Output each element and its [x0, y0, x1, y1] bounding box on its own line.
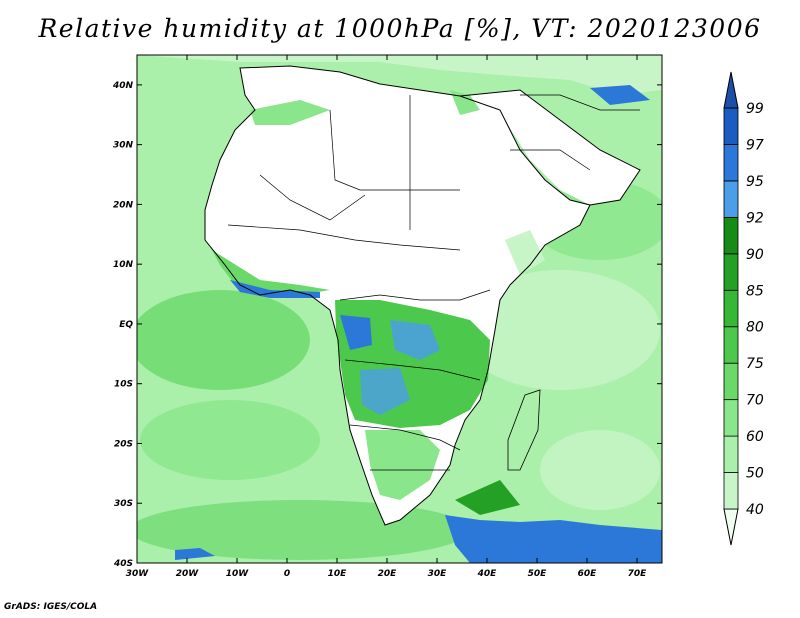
lat-tick-label: 30S [114, 499, 133, 509]
angola-saturated [360, 368, 410, 415]
colorbar-box [723, 144, 739, 182]
europe-strip [137, 55, 662, 95]
south-indian-dry-patch [540, 430, 660, 510]
lat-tick-label: 20N [113, 200, 134, 210]
south-atlantic-band [140, 400, 320, 480]
caspian-saturated [590, 85, 650, 105]
lon-tick-label: 30E [428, 569, 448, 579]
country-borders [227, 94, 640, 471]
colorbar-label: 97 [746, 137, 764, 153]
lat-tick-label: 10S [114, 380, 133, 390]
arabia-landmass [460, 90, 640, 205]
lon-tick-label: 40E [477, 569, 498, 579]
lon-tick-label: 0 [284, 569, 290, 579]
lon-tick-label: 70E [628, 569, 648, 579]
lat-tick-label: 10N [113, 260, 134, 270]
colorbar-label: 90 [746, 247, 764, 263]
lon-tick-label: 60E [578, 569, 598, 579]
colorbar-box [723, 289, 739, 328]
lon-tick-label: 20E [378, 569, 398, 579]
colorbar-box [723, 435, 739, 473]
colorbar-box [723, 326, 739, 364]
gabon-saturated [340, 315, 372, 350]
lon-tick-label: 50E [528, 569, 548, 579]
colorbar-box [723, 253, 739, 291]
congo-saturated [390, 320, 440, 360]
lon-tick-label: 10W [226, 569, 250, 579]
latitude-axis: 40N 30N 20N 10N EQ 10S 20S 30S 40S [112, 81, 662, 569]
colorbar-label: 92 [746, 210, 764, 226]
colorbar-label: 99 [746, 101, 764, 117]
south-indian-saturated [445, 515, 662, 563]
lat-tick-label: 20S [114, 439, 133, 449]
levant-moist [450, 90, 480, 115]
map-title: Relative humidity at 1000hPa [%], VT: 20… [38, 14, 762, 43]
colorbar-label: 95 [746, 174, 764, 190]
lat-tick-label: 30N [113, 141, 134, 151]
madagascar [507, 389, 541, 471]
colorbar-label: 70 [746, 393, 764, 409]
maghreb-moist [250, 100, 330, 125]
lat-tick-label: 40S [113, 559, 133, 569]
colorbar-label: 80 [746, 320, 764, 336]
map-frame [136, 54, 663, 564]
colorbar-bottom-arrow [723, 508, 739, 546]
colorbar-box [723, 180, 739, 218]
guinea-coast-saturated [230, 280, 320, 298]
colorbar-top-arrow [723, 71, 739, 109]
south-atlantic-saturated [175, 548, 215, 560]
colorbar-box [723, 216, 739, 255]
southern-africa-moist [365, 430, 440, 500]
africa-landmass [205, 66, 590, 525]
colorbar-box [723, 472, 739, 510]
colorbar-label: 40 [746, 502, 764, 518]
credit-text: GrADS: IGES/COLA [4, 602, 98, 612]
colorbar-label: 50 [746, 466, 764, 482]
colorbar-box [723, 362, 739, 401]
lon-tick-label: 30W [126, 569, 150, 579]
arabia-coastline [459, 89, 641, 206]
colorbar-label: 85 [746, 283, 764, 299]
lat-tick-label: EQ [119, 320, 133, 330]
colorbar-box [723, 107, 739, 145]
colorbar-label: 75 [746, 356, 764, 372]
map-plot-area [137, 55, 662, 563]
horn-moist [505, 230, 545, 275]
africa-coastline [204, 65, 591, 526]
atlantic-moist-band [137, 290, 310, 390]
lat-tick-label: 40N [112, 81, 134, 91]
colorbar-label: 60 [746, 429, 764, 445]
colorbar: 40 50 60 70 75 80 85 90 92 95 97 99 [723, 71, 764, 546]
south-africa-coastal-wet [455, 480, 520, 515]
indian-ocean-band [460, 270, 660, 390]
lon-tick-label: 10E [328, 569, 348, 579]
colorbar-box [723, 399, 739, 437]
lon-tick-label: 20W [176, 569, 200, 579]
longitude-axis: 30W 20W 10W 0 10E 20E 30E 40E 50E 60E 70E [126, 55, 647, 579]
